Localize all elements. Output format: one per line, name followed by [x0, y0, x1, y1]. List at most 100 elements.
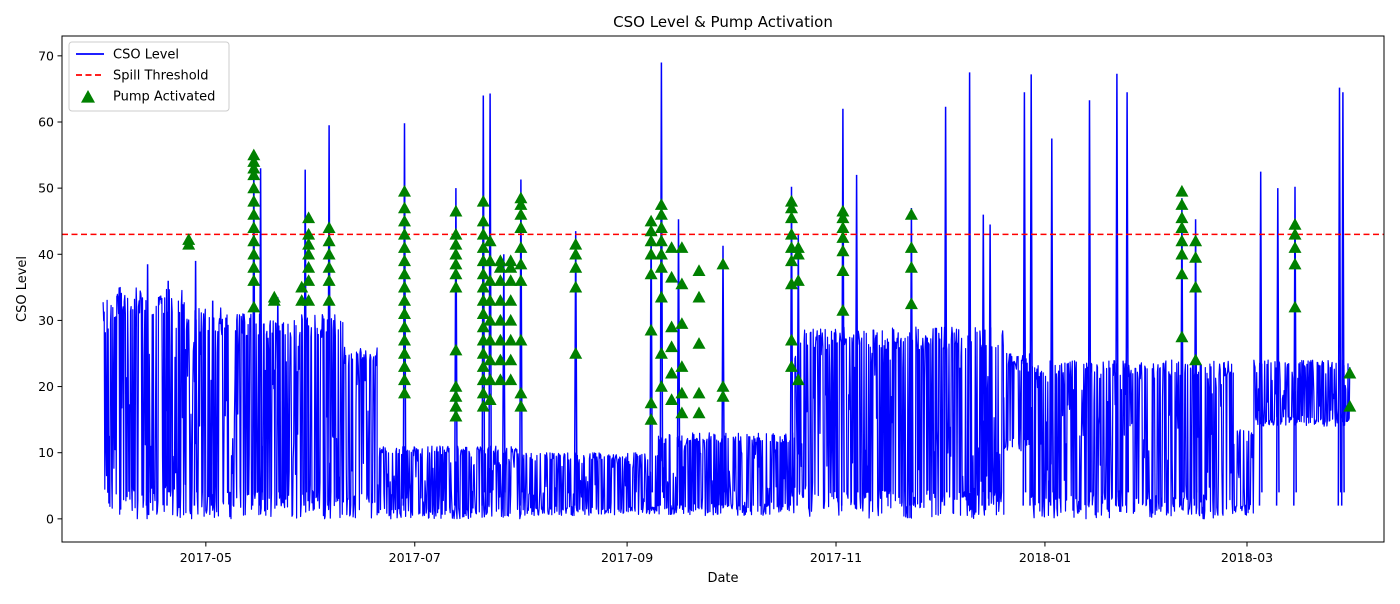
pump-activated-marker	[675, 241, 689, 253]
pump-activated-marker	[483, 393, 497, 405]
pump-activated-marker	[1189, 280, 1203, 293]
pump-activated-marker	[514, 333, 528, 346]
pump-activated-marker	[791, 247, 805, 260]
legend-label: Pump Activated	[113, 90, 215, 105]
pump-activated-marker	[398, 360, 411, 372]
pump-activated-marker	[785, 194, 798, 207]
pump-activated-marker	[665, 340, 679, 353]
pump-activated-marker	[644, 267, 658, 280]
y-tick-label: 20	[38, 379, 54, 394]
pump-activated-marker	[1175, 267, 1189, 280]
pump-activated-marker	[322, 274, 336, 286]
pump-activated-marker	[322, 294, 336, 306]
pump-activated-marker	[247, 221, 261, 233]
y-tick-label: 10	[38, 445, 54, 460]
cso-level-spike	[1022, 92, 1027, 506]
cso-level-spike	[840, 108, 845, 506]
pump-activated-marker	[644, 224, 658, 237]
pump-activated-marker	[398, 201, 411, 214]
cso-level-spike	[967, 72, 972, 506]
pump-activated-marker	[791, 274, 805, 286]
pump-activated-marker	[675, 317, 689, 329]
pump-activated-marker	[785, 254, 798, 267]
pump-activated-marker	[322, 247, 336, 260]
pump-activated-marker	[1288, 227, 1302, 240]
x-axis: 2017-05 2017-07 2017-09 2017-11 2018-01 2018-…	[180, 542, 1273, 565]
pump-activated-marker	[449, 204, 463, 217]
pump-activated-marker	[654, 234, 668, 247]
pump-activated-marker	[1189, 251, 1203, 263]
pump-activated-marker	[904, 241, 918, 253]
pump-activated-marker	[302, 211, 316, 224]
pump-activated-marker	[398, 214, 411, 227]
pump-activated-marker	[514, 221, 528, 233]
cso-level-spike	[258, 168, 263, 506]
pump-activated-marker	[654, 221, 668, 233]
pump-activated-marker	[785, 211, 798, 224]
pump-activated-marker	[716, 257, 730, 270]
pump-activated-marker	[1175, 211, 1189, 224]
pump-activated-marker	[644, 396, 658, 409]
pump-activated-marker	[785, 201, 798, 214]
pump-activated-marker	[514, 257, 528, 270]
pump-activated-marker	[476, 307, 490, 319]
cso-level-spike	[909, 207, 914, 506]
pump-activated-marker	[675, 386, 689, 399]
y-tick-label: 50	[38, 181, 54, 196]
pump-activated-marker	[247, 155, 261, 167]
pump-activated-marker	[476, 241, 490, 253]
pump-activated-marker	[644, 413, 658, 425]
x-tick-label: 2017-11	[810, 550, 862, 565]
pump-activated-marker	[675, 277, 689, 290]
pump-activated-marker	[504, 373, 518, 386]
y-axis-title: CSO Level	[15, 256, 30, 322]
pump-activated-marker	[836, 244, 850, 257]
pump-activated-marker	[654, 290, 668, 303]
legend: CSO Level Spill Threshold Pump Activated	[68, 41, 230, 112]
pump-activated-marker	[247, 194, 261, 207]
pump-activated-marker	[904, 208, 918, 220]
pump-activated-marker	[182, 233, 196, 245]
y-tick-label: 0	[46, 511, 54, 526]
pump-activated-marker	[665, 366, 679, 379]
pump-activated-marker	[1343, 399, 1357, 412]
pump-activated-marker	[476, 399, 490, 412]
cso-level-spike	[1087, 100, 1092, 506]
pump-activated-marker	[483, 373, 497, 386]
pump-activated-marker	[665, 393, 679, 405]
cso-level-spike	[721, 245, 725, 506]
cso-level-spike	[303, 169, 308, 506]
pump-activated-marker	[247, 181, 261, 194]
pump-activated-marker	[398, 373, 411, 386]
pump-activated-marker	[1175, 184, 1189, 197]
cso-level-spike	[1193, 219, 1198, 506]
pump-activated-marker	[836, 211, 850, 224]
cso-level-line	[102, 286, 1351, 520]
pump-activated-marker	[247, 261, 261, 273]
pump-activated-marker	[665, 270, 679, 283]
y-tick-label: 70	[38, 48, 54, 63]
pump-activated-marker	[644, 214, 658, 227]
pump-activated-marker	[644, 247, 658, 260]
x-tick-label: 2018-01	[1019, 550, 1071, 565]
pump-activated-marker	[247, 168, 261, 181]
cso-level-spike	[275, 297, 280, 506]
pump-activated-marker	[247, 300, 261, 313]
pump-activated-marker	[476, 214, 490, 227]
pump-activated-marker	[1288, 300, 1302, 313]
pump-activated-marker	[493, 261, 507, 273]
pump-activated-marker	[302, 237, 316, 250]
pump-activated-marker	[493, 373, 507, 386]
y-tick-label: 40	[38, 247, 54, 262]
cso-level-spike	[854, 174, 859, 506]
x-axis-title: Date	[707, 571, 738, 586]
pump-activated-marker	[295, 280, 309, 293]
cso-level-spike	[573, 231, 578, 506]
pump-activated-marker	[476, 280, 490, 293]
cso-level-spike	[943, 106, 948, 506]
pump-activated-marker	[449, 280, 463, 293]
pump-activated-marker	[514, 386, 528, 399]
pump-activated-marker	[504, 313, 518, 326]
pump-activated-marker	[449, 247, 463, 260]
cso-level-spike	[1114, 73, 1119, 506]
